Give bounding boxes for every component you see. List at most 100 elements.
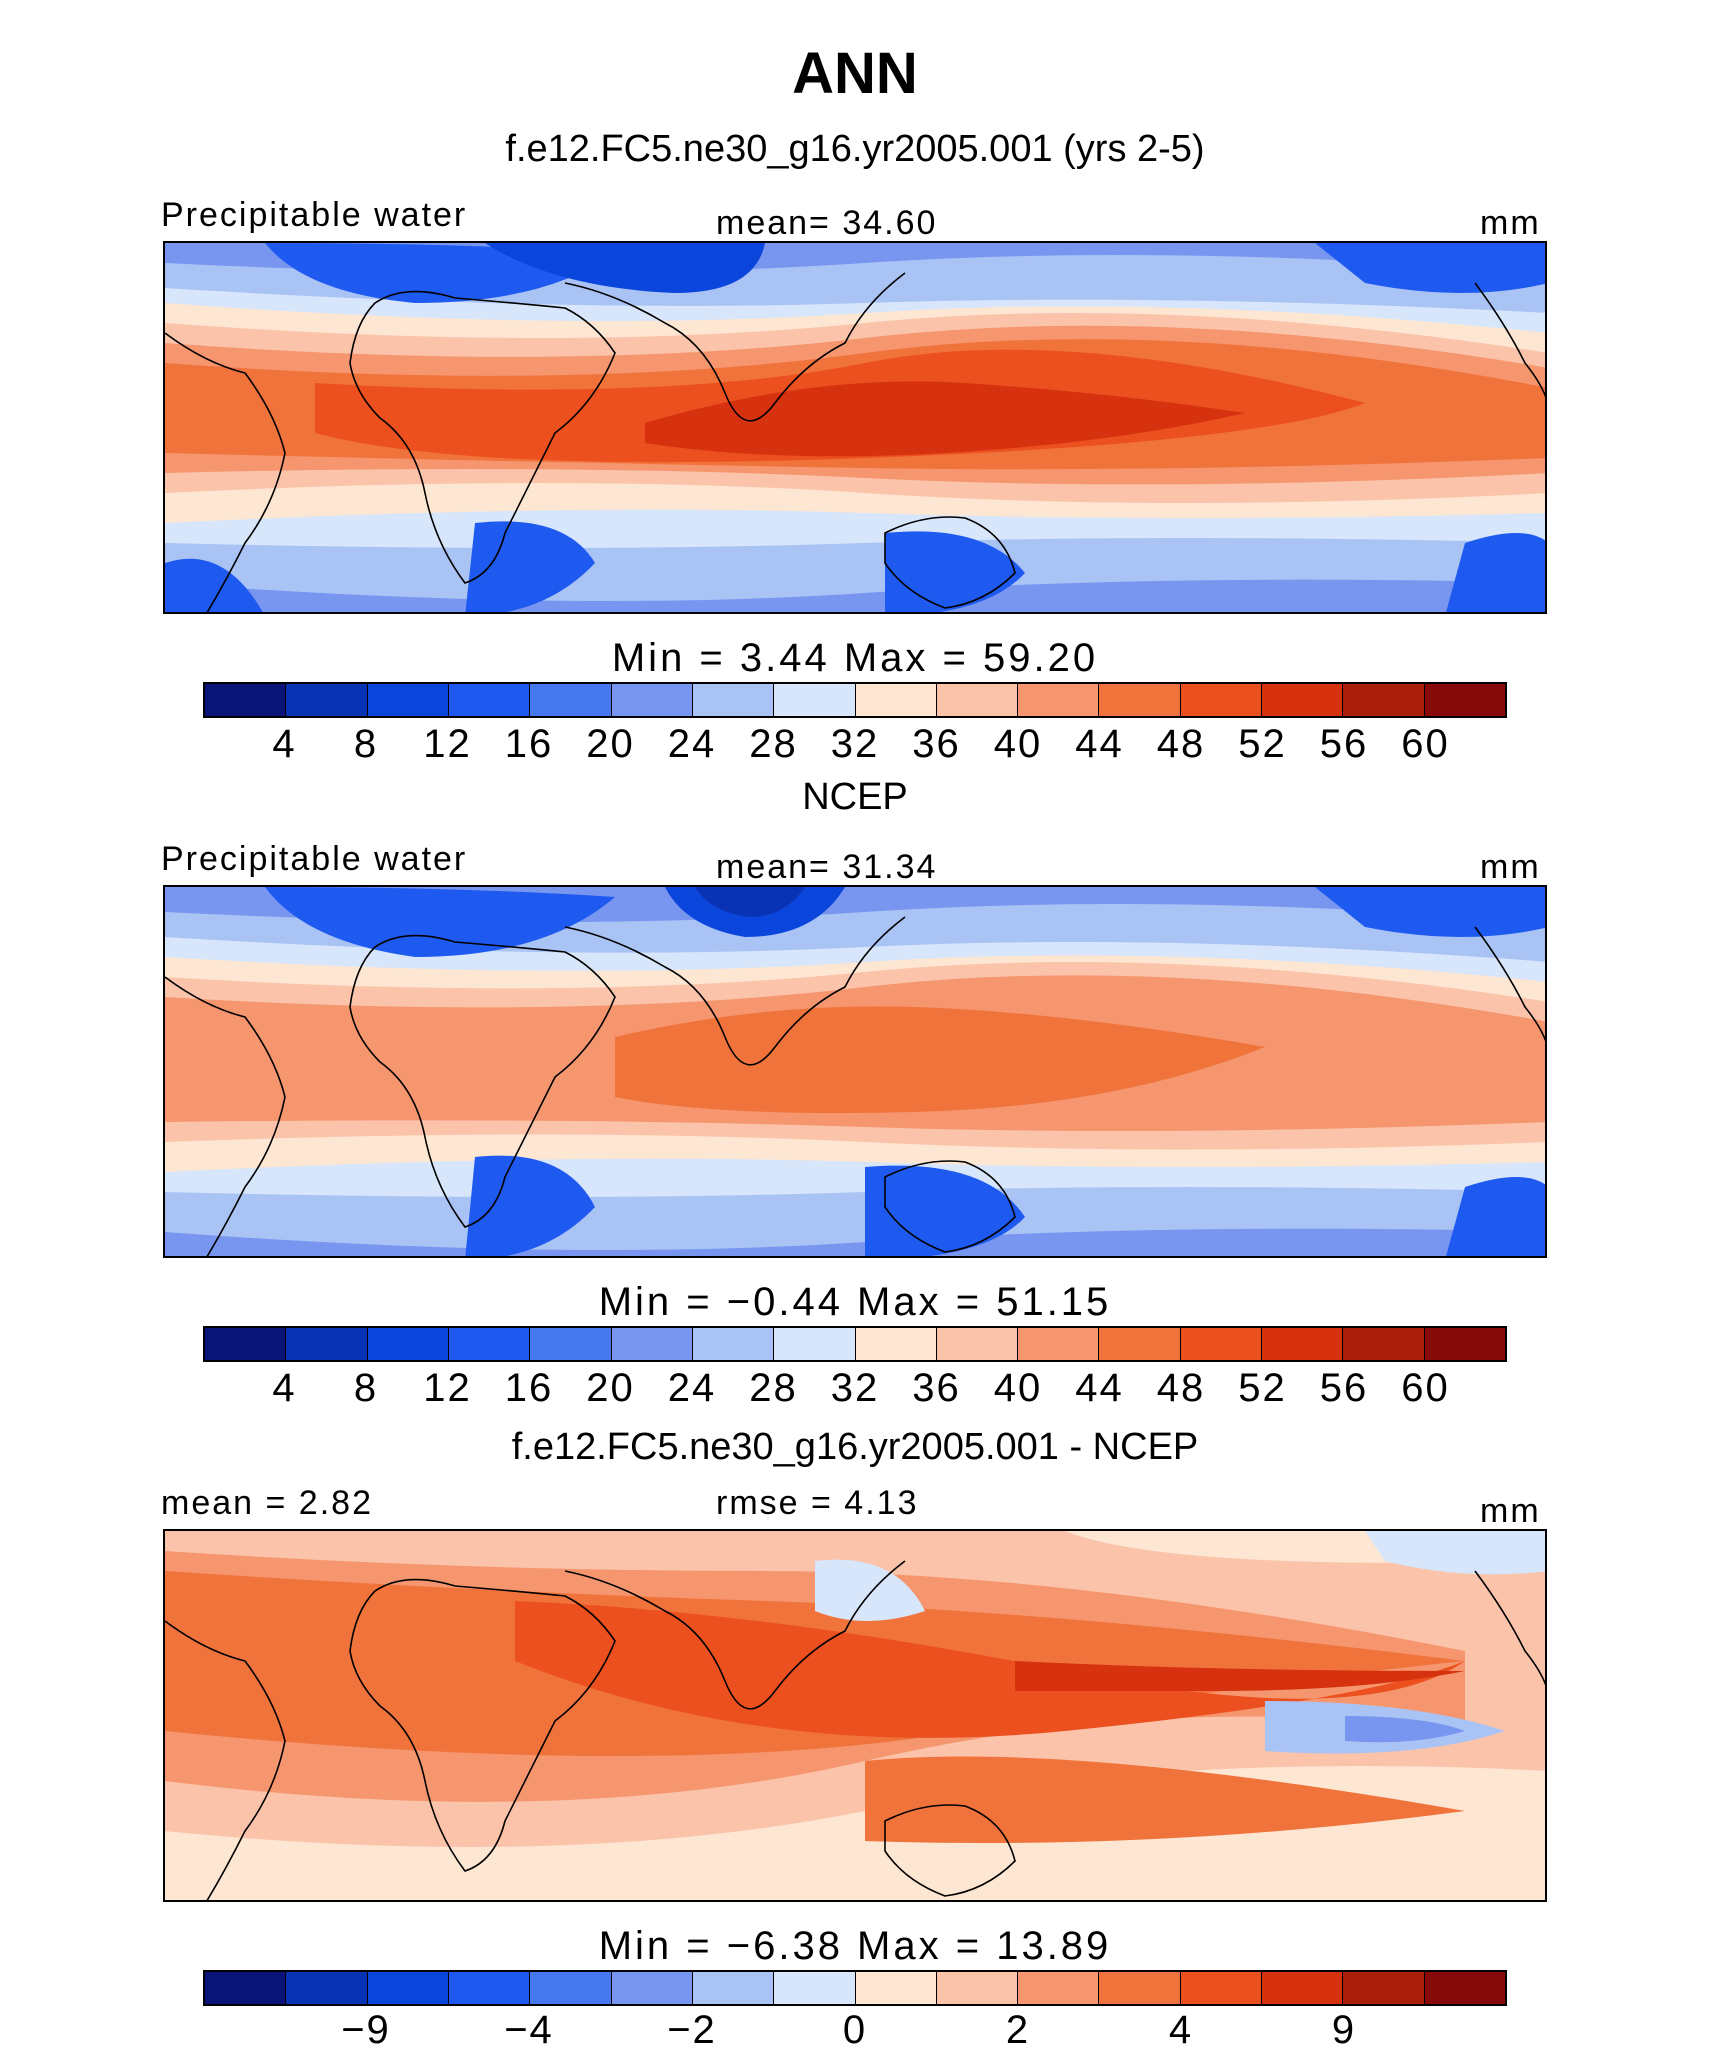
panel-2-colorbar-tick-label: 4	[272, 1366, 297, 1410]
panel-3-colorbar-swatch	[692, 1972, 775, 2004]
panel-1-colorbar-swatch	[692, 684, 775, 716]
panel-1-colorbar-tick-label: 48	[1156, 722, 1206, 766]
panel-2-title: NCEP	[802, 776, 908, 818]
panel-2-colorbar-swatch	[1099, 1328, 1181, 1360]
panel-1-colorbar-tick-label: 8	[353, 722, 379, 766]
panel-2-colorbar-tick-label: 32	[830, 1366, 880, 1410]
panel-2-colorbar-tick-label: 24	[667, 1366, 717, 1410]
panel-1-colorbar-tick-label: 4	[272, 722, 297, 766]
panel-2-colorbar-tick-label: 20	[586, 1366, 635, 1410]
panel-2-colorbar-swatch	[205, 1328, 287, 1360]
panel-2-colorbar-swatch	[692, 1328, 775, 1360]
panel-2-colorbar-swatch	[448, 1328, 531, 1360]
panel-2-colorbar-tick-label: 36	[912, 1366, 961, 1410]
panel-3-colorbar-tick-label: 0	[842, 2008, 868, 2052]
panel-3-colorbar-swatch	[936, 1972, 1019, 2004]
panel-1-colorbar-swatch	[1262, 684, 1344, 716]
panel-1-colorbar-tick-label: 32	[830, 722, 880, 766]
panel-3-colorbar-swatch	[448, 1972, 531, 2004]
panel-2-colorbar-swatch	[611, 1328, 693, 1360]
panel-3-colorbar-swatch	[774, 1972, 856, 2004]
panel-1-colorbar-swatch	[774, 684, 856, 716]
panel-2-variable-label: Precipitable water	[161, 840, 468, 878]
panel-1-colorbar-swatch	[855, 684, 937, 716]
panel-1-map	[163, 241, 1547, 614]
panel-3-colorbar-swatch	[1424, 1972, 1505, 2004]
panel-3-colorbar-swatch	[367, 1972, 449, 2004]
panel-3-colorbar-swatch	[286, 1972, 368, 2004]
panel-3-colorbar-swatch	[1180, 1972, 1263, 2004]
panel-2-colorbar-tick-label: 12	[423, 1366, 472, 1410]
panel-1-colorbar-tick-label: 28	[749, 722, 798, 766]
panel-1-colorbar-swatch	[1018, 684, 1100, 716]
panel-1-colorbar-tick-label: 24	[667, 722, 717, 766]
panel-1-field	[165, 243, 1545, 612]
panel-2-colorbar-swatch	[530, 1328, 612, 1360]
panel-1-colorbar-tick-label: 16	[504, 722, 554, 766]
panel-2-colorbar-swatch	[936, 1328, 1019, 1360]
panel-1-title: f.e12.FC5.ne30_g16.yr2005.001 (yrs 2-5)	[505, 128, 1205, 170]
panel-1-colorbar-tick-label: 40	[993, 722, 1043, 766]
panel-3-colorbar-tick-label: 9	[1331, 2008, 1357, 2052]
panel-2-mean-label: mean= 31.34	[716, 848, 938, 886]
panel-3-colorbar-swatch	[530, 1972, 612, 2004]
panel-3-colorbar	[203, 1970, 1507, 2006]
panel-2-minmax: Min = −0.44 Max = 51.15	[598, 1280, 1112, 1324]
panel-1-colorbar-tick-label: 12	[423, 722, 472, 766]
panel-3-colorbar-tick-label: 4	[1168, 2008, 1194, 2052]
panel-3-rmse-label: rmse = 4.13	[716, 1484, 919, 1522]
panel-1-colorbar-tick-label: 36	[912, 722, 961, 766]
panel-2-colorbar-tick-label: 44	[1075, 1366, 1124, 1410]
panel-3-colorbar-swatch	[205, 1972, 287, 2004]
panel-1-colorbar-swatch	[448, 684, 531, 716]
panel-3-colorbar-swatch	[1262, 1972, 1344, 2004]
panel-2-colorbar-tick-label: 52	[1238, 1366, 1287, 1410]
panel-3-colorbar-swatch	[1099, 1972, 1181, 2004]
panel-3-colorbar-swatch	[611, 1972, 693, 2004]
panel-2-units-label: mm	[1480, 848, 1541, 886]
panel-2-colorbar-swatch	[1262, 1328, 1344, 1360]
panel-1-mean-label: mean= 34.60	[716, 204, 938, 242]
panel-2-colorbar-tick-label: 56	[1319, 1366, 1369, 1410]
panel-2-colorbar-swatch	[1180, 1328, 1263, 1360]
panel-1-colorbar-swatch	[1343, 684, 1425, 716]
panel-2-field	[165, 887, 1545, 1256]
panel-3-colorbar-tick-label: −4	[504, 2008, 554, 2052]
panel-2-colorbar-tick-label: 28	[749, 1366, 798, 1410]
panel-3-colorbar-swatch	[855, 1972, 937, 2004]
panel-3-minmax: Min = −6.38 Max = 13.89	[598, 1924, 1112, 1968]
panel-2-colorbar	[203, 1326, 1507, 1362]
panel-1-colorbar-swatch	[1424, 684, 1505, 716]
panel-2-map	[163, 885, 1547, 1258]
panel-1-variable-label: Precipitable water	[161, 196, 468, 234]
panel-2-colorbar-swatch	[286, 1328, 368, 1360]
panel-1-colorbar-swatch	[286, 684, 368, 716]
panel-2-colorbar-swatch	[774, 1328, 856, 1360]
panel-3-colorbar-tick-label: −9	[341, 2008, 391, 2052]
panel-2-colorbar-tick-label: 40	[993, 1366, 1043, 1410]
panel-1-colorbar-swatch	[205, 684, 287, 716]
panel-3-colorbar-tick-label: 2	[1005, 2008, 1031, 2052]
panel-1-colorbar-swatch	[1099, 684, 1181, 716]
panel-1-colorbar-tick-label: 56	[1319, 722, 1369, 766]
panel-1-colorbar	[203, 682, 1507, 718]
panel-3-field	[165, 1531, 1545, 1900]
panel-3-colorbar-swatch	[1343, 1972, 1425, 2004]
panel-3-mean-label: mean = 2.82	[161, 1484, 373, 1522]
panel-1-colorbar-swatch	[1180, 684, 1263, 716]
panel-3-colorbar-tick-label: −2	[667, 2008, 717, 2052]
panel-3-title: f.e12.FC5.ne30_g16.yr2005.001 - NCEP	[511, 1426, 1199, 1468]
panel-2-colorbar-swatch	[1424, 1328, 1505, 1360]
panel-3-colorbar-swatch	[1018, 1972, 1100, 2004]
panel-3-map	[163, 1529, 1547, 1902]
panel-2-colorbar-swatch	[1343, 1328, 1425, 1360]
panel-3-units-label: mm	[1480, 1492, 1541, 1530]
panel-2-colorbar-tick-label: 8	[353, 1366, 379, 1410]
panel-1-colorbar-swatch	[611, 684, 693, 716]
panel-1-minmax: Min = 3.44 Max = 59.20	[611, 636, 1099, 680]
panel-1-colorbar-tick-label: 60	[1401, 722, 1450, 766]
panel-1-colorbar-swatch	[936, 684, 1019, 716]
panel-1-colorbar-swatch	[530, 684, 612, 716]
panel-2-colorbar-swatch	[855, 1328, 937, 1360]
panel-2-colorbar-swatch	[367, 1328, 449, 1360]
